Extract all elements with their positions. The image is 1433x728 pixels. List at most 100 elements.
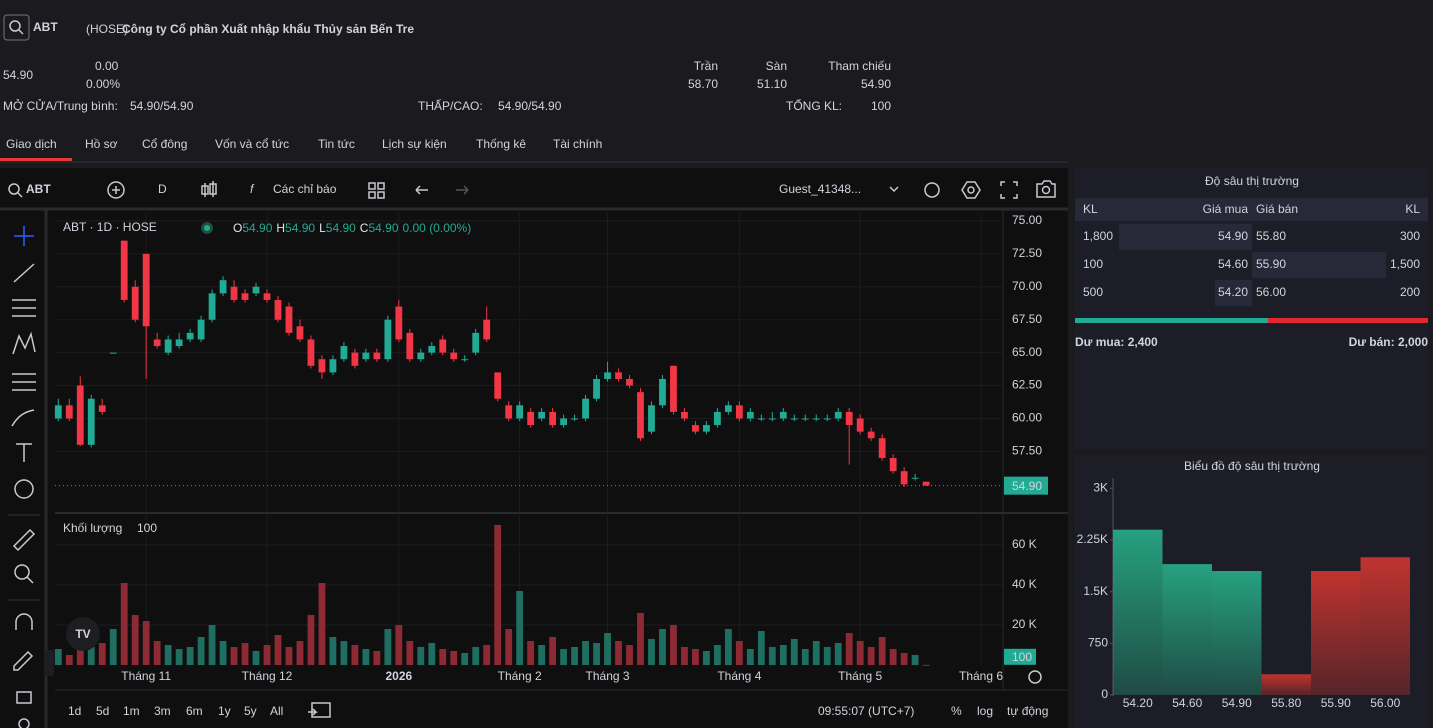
y-tick-label: 60 K [1012, 537, 1037, 551]
toolbar-search[interactable] [8, 183, 20, 195]
volume-bar [417, 647, 425, 665]
search-box[interactable] [3, 14, 30, 41]
candle-body [779, 411, 787, 419]
range-button[interactable]: 6m [186, 704, 203, 718]
tab[interactable]: Thống kê [476, 137, 526, 151]
volume-bar [779, 645, 787, 665]
tab[interactable]: Lịch sự kiện [382, 137, 447, 151]
volume-bar [164, 645, 172, 665]
alert-button[interactable] [924, 182, 940, 198]
trendline-tool[interactable] [13, 263, 35, 283]
tab[interactable]: Giao dịch [6, 137, 57, 151]
chart-type-button[interactable] [201, 181, 217, 197]
tab[interactable]: Vốn và cổ tức [215, 137, 289, 151]
sell-depth-bar [1252, 252, 1386, 278]
volume-bar [384, 629, 392, 665]
x-tick-label: 55.90 [1321, 696, 1351, 710]
volume-bar [516, 591, 524, 665]
buy-total: Dư mua: 2,400 [1075, 335, 1158, 349]
candle-body [911, 477, 919, 479]
toolbar-symbol[interactable]: ABT [26, 182, 51, 196]
y-tick-label: 40 K [1012, 577, 1037, 591]
range-button[interactable]: 1y [218, 704, 231, 718]
volume-bar [351, 645, 359, 665]
volume-bar [681, 647, 688, 665]
candle-body [406, 332, 414, 360]
candle-body [483, 319, 491, 340]
compare-button[interactable] [107, 181, 125, 199]
layouts-button[interactable] [368, 182, 385, 199]
floor-label: Sàn [766, 59, 787, 73]
fullscreen-button[interactable] [1000, 181, 1018, 199]
candle-body [692, 425, 699, 432]
auto-toggle[interactable]: tự động [1007, 704, 1048, 718]
date-range-button[interactable] [308, 702, 331, 718]
axis-settings[interactable] [1028, 670, 1042, 684]
volume-bar [208, 625, 216, 665]
volume-bar [307, 615, 315, 665]
sell-ratio-bar [1268, 318, 1428, 323]
compare-plus [112, 186, 120, 194]
magnet-tool[interactable] [15, 613, 33, 630]
indicators-button[interactable]: Các chỉ báo [273, 182, 337, 196]
change: 0.00 [95, 59, 119, 73]
volume-bar [428, 643, 436, 665]
lock-tool[interactable] [16, 691, 32, 704]
pattern-tool[interactable] [12, 331, 36, 355]
settings-button[interactable] [961, 181, 981, 199]
hide-tool[interactable] [18, 718, 30, 728]
candle-body [757, 418, 765, 420]
ref: 54.90 [861, 77, 891, 91]
search-button[interactable] [3, 14, 30, 41]
tab[interactable]: Hồ sơ [85, 137, 118, 151]
collapse-button[interactable] [44, 650, 54, 676]
undo-button[interactable] [415, 185, 428, 195]
range-button[interactable]: 3m [154, 704, 171, 718]
crosshair-tool[interactable] [14, 226, 34, 246]
candle-body [395, 306, 403, 340]
volume-bar [659, 629, 666, 665]
user-menu[interactable]: Guest_41348... [779, 182, 861, 196]
x-tick-label: Tháng 5 [838, 669, 882, 683]
candle-body [373, 352, 381, 360]
candle-body [571, 418, 578, 420]
ask-price: 55.80 [1256, 229, 1286, 243]
range-button[interactable]: 5d [96, 704, 109, 718]
redo-button[interactable] [456, 185, 469, 195]
candle-body [428, 346, 436, 353]
range-button[interactable]: All [270, 704, 283, 718]
range-button[interactable]: 1m [123, 704, 140, 718]
candle-body [153, 339, 161, 347]
candle-body [340, 346, 348, 360]
y-tick-label: 75.00 [1012, 213, 1042, 227]
log-toggle[interactable]: log [977, 704, 993, 718]
candle-body [142, 253, 150, 327]
tab[interactable]: Tài chính [553, 137, 602, 151]
volume-bar [406, 641, 414, 665]
tab[interactable]: Tin tức [318, 137, 355, 151]
lock-drawing-tool[interactable] [13, 650, 34, 671]
brush-tool[interactable] [11, 409, 35, 427]
candle-body [768, 418, 776, 420]
range-button[interactable]: 5y [244, 704, 257, 718]
candle-body [54, 405, 62, 419]
interval[interactable]: D [158, 182, 167, 196]
projection-tool[interactable] [12, 373, 36, 391]
legend-l: L [319, 221, 326, 235]
percent-toggle[interactable]: % [951, 704, 962, 718]
ruler-tool[interactable] [12, 528, 36, 552]
text-tool[interactable] [16, 443, 32, 462]
candle-body [604, 372, 611, 379]
emoji-tool[interactable] [14, 479, 34, 499]
toolbar-search-handle [17, 192, 23, 198]
tradingview-logo[interactable]: TV [66, 617, 100, 651]
candle-body [845, 411, 853, 426]
screenshot-button[interactable] [1036, 180, 1056, 198]
volume-bar [241, 643, 249, 665]
zoom-tool[interactable] [14, 564, 30, 580]
tab[interactable]: Cổ đông [142, 137, 187, 151]
volume-bar [834, 643, 842, 665]
fib-tool[interactable] [12, 299, 36, 317]
range-button[interactable]: 1d [68, 704, 81, 718]
candle-body [878, 438, 886, 458]
